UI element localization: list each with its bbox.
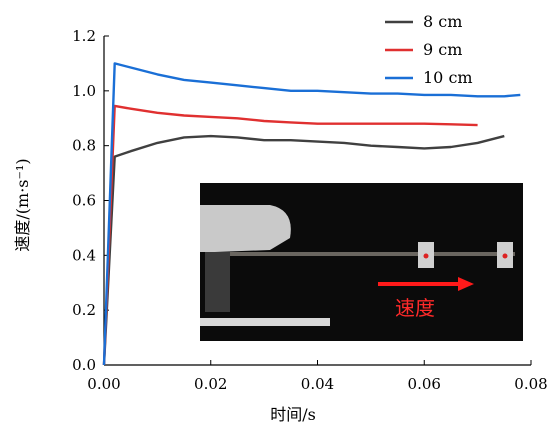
- x-tick-label: 0.06: [408, 375, 441, 393]
- inset-arrow-head: [458, 277, 474, 291]
- inset-marker-2: [502, 253, 508, 259]
- legend-label: 9 cm: [423, 40, 462, 59]
- legend-label: 10 cm: [423, 68, 473, 87]
- x-tick-label: 0.04: [301, 375, 334, 393]
- inset-label: 速度: [395, 296, 435, 320]
- y-tick-label: 0.2: [72, 301, 96, 319]
- x-tick-label: 0.00: [87, 375, 120, 393]
- legend-label: 8 cm: [423, 12, 462, 31]
- y-tick-label: 1.0: [72, 82, 96, 100]
- y-tick-label: 0.6: [72, 192, 96, 210]
- x-tick-label: 0.02: [194, 375, 227, 393]
- y-tick-label: 1.2: [72, 27, 96, 45]
- inset-launcher: [205, 252, 230, 312]
- legend: 8 cm 9 cm 10 cm: [385, 12, 473, 87]
- inset-glove: [200, 205, 291, 252]
- axis-ticks: 0.0 0.2 0.4 0.6 0.8 1.0 1.2 0.00 0.02 0.04 0.06 0.0…: [72, 27, 548, 393]
- y-axis-label: 速度/(m·s⁻¹): [13, 158, 32, 251]
- y-tick-label: 0.8: [72, 137, 96, 155]
- y-tick-label: 0.0: [72, 356, 96, 374]
- inset-rail: [200, 318, 330, 326]
- series-lines: [102, 62, 521, 366]
- inset-marker-1: [423, 253, 429, 259]
- x-axis-label: 时间/s: [270, 405, 316, 424]
- series-line-2: [102, 104, 478, 366]
- inset-rod: [210, 252, 515, 256]
- series-line-1: [102, 134, 505, 366]
- y-tick-label: 0.4: [72, 246, 96, 264]
- inset-photo: 速度: [200, 183, 523, 341]
- series-line-3: [102, 62, 521, 366]
- x-tick-label: 0.08: [514, 375, 547, 393]
